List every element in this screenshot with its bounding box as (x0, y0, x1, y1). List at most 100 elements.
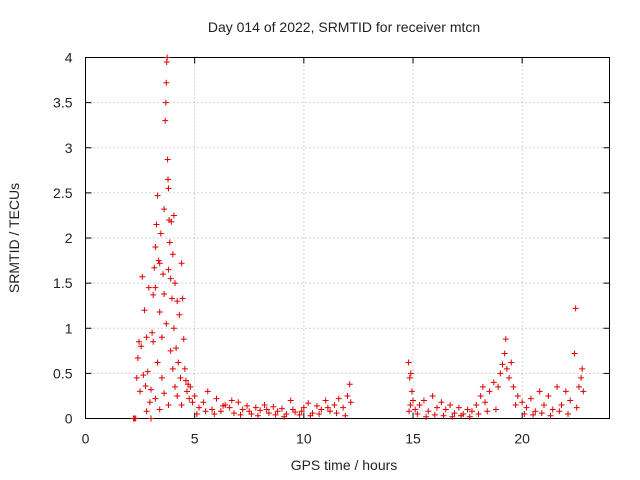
data-point (429, 392, 436, 399)
data-point (165, 266, 172, 273)
data-point (239, 406, 246, 413)
data-point (405, 359, 412, 366)
data-point (148, 386, 154, 393)
data-point (318, 406, 325, 413)
data-point (313, 402, 320, 409)
y-tick-label: 0.5 (53, 365, 73, 381)
data-point (143, 334, 150, 341)
data-point (549, 406, 556, 413)
data-point (246, 408, 253, 415)
data-point (244, 402, 251, 409)
data-point (261, 401, 268, 408)
data-point (440, 412, 447, 419)
data-point (473, 401, 480, 408)
data-point (138, 343, 145, 350)
data-point (571, 350, 578, 357)
data-point (193, 410, 200, 417)
data-point (132, 415, 139, 422)
data-point (482, 399, 489, 406)
data-point (163, 320, 170, 327)
data-point (316, 410, 323, 417)
data-point (150, 338, 157, 345)
data-point (451, 410, 458, 417)
data-point (186, 395, 193, 402)
data-point (289, 406, 296, 413)
data-point (272, 411, 279, 418)
data-point (458, 412, 465, 419)
data-point (143, 408, 150, 415)
data-point (578, 374, 585, 381)
data-point (530, 411, 537, 418)
data-point (434, 404, 441, 411)
axis-ticks: 0 5 10 15 20 0 0.5 1 1.5 2 2.5 3 3.5 4 (53, 50, 610, 447)
data-point (274, 408, 281, 415)
data-point (575, 383, 582, 390)
data-point (145, 284, 152, 291)
data-point (580, 388, 587, 395)
data-point (139, 273, 146, 280)
data-point (178, 401, 185, 408)
data-points (130, 54, 587, 422)
data-point (331, 401, 338, 408)
data-point (176, 311, 183, 318)
data-point (408, 388, 415, 395)
data-point (174, 298, 181, 305)
data-point (175, 359, 182, 366)
data-point (265, 410, 272, 417)
data-point (335, 395, 342, 402)
x-tick-label: 15 (405, 431, 421, 447)
data-point (442, 406, 449, 413)
data-point (324, 404, 331, 411)
x-axis-label: GPS time / hours (291, 457, 398, 473)
y-tick-label: 2.5 (53, 185, 73, 201)
data-point (170, 325, 177, 332)
data-point (161, 206, 168, 213)
data-point (532, 408, 539, 415)
data-point (169, 251, 176, 258)
data-point (431, 411, 438, 418)
data-point (184, 388, 191, 395)
data-point (407, 370, 414, 377)
data-point (170, 212, 177, 219)
data-point (270, 403, 277, 410)
data-point (527, 395, 534, 402)
data-point (340, 404, 347, 411)
data-point (545, 392, 552, 399)
data-point (135, 338, 142, 345)
data-point (479, 383, 486, 390)
data-point (579, 365, 586, 372)
data-point (490, 379, 497, 386)
data-point (146, 399, 153, 406)
data-point (447, 401, 454, 408)
data-point (152, 244, 159, 251)
data-point (541, 401, 547, 408)
data-point (547, 412, 554, 419)
data-point (327, 408, 334, 415)
data-point (226, 404, 233, 411)
data-point (499, 361, 506, 368)
data-point (164, 156, 171, 163)
data-point (407, 401, 414, 408)
data-point (220, 402, 227, 409)
data-point (346, 381, 353, 388)
data-point (342, 412, 349, 419)
data-point (162, 99, 169, 106)
data-point (406, 374, 413, 381)
data-point (495, 383, 502, 390)
data-point (508, 359, 515, 366)
data-point (414, 410, 421, 417)
data-point (204, 388, 211, 395)
data-point (296, 411, 303, 418)
data-point (344, 392, 351, 399)
data-point (502, 336, 509, 343)
data-point (281, 413, 288, 420)
data-point (155, 257, 162, 264)
data-point (167, 347, 174, 354)
data-point (554, 383, 561, 390)
data-point (512, 401, 519, 408)
data-point (412, 406, 419, 413)
data-point (492, 406, 499, 413)
data-point (468, 408, 475, 415)
y-tick-label: 3 (65, 140, 73, 156)
